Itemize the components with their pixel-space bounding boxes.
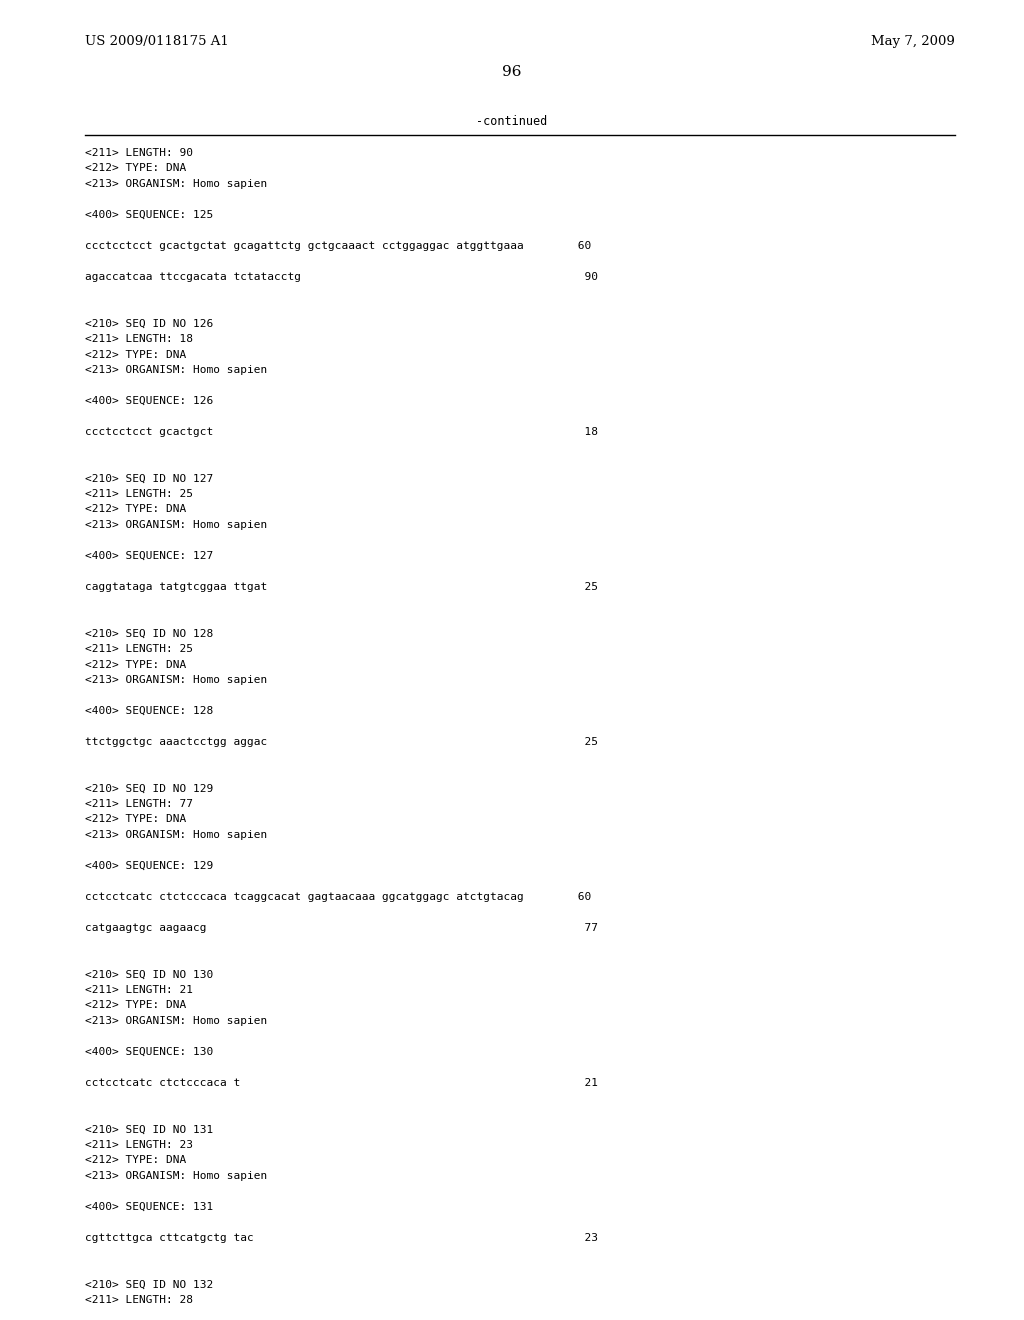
Text: catgaagtgc aagaacg                                                        77: catgaagtgc aagaacg 77 [85, 923, 598, 933]
Text: <211> LENGTH: 25: <211> LENGTH: 25 [85, 644, 193, 653]
Text: <400> SEQUENCE: 130: <400> SEQUENCE: 130 [85, 1047, 213, 1057]
Text: <210> SEQ ID NO 127: <210> SEQ ID NO 127 [85, 474, 213, 483]
Text: <211> LENGTH: 77: <211> LENGTH: 77 [85, 799, 193, 809]
Text: -continued: -continued [476, 115, 548, 128]
Text: <211> LENGTH: 28: <211> LENGTH: 28 [85, 1295, 193, 1305]
Text: <210> SEQ ID NO 126: <210> SEQ ID NO 126 [85, 318, 213, 329]
Text: <213> ORGANISM: Homo sapien: <213> ORGANISM: Homo sapien [85, 180, 267, 189]
Text: <213> ORGANISM: Homo sapien: <213> ORGANISM: Homo sapien [85, 1171, 267, 1181]
Text: <213> ORGANISM: Homo sapien: <213> ORGANISM: Homo sapien [85, 520, 267, 531]
Text: <213> ORGANISM: Homo sapien: <213> ORGANISM: Homo sapien [85, 675, 267, 685]
Text: cctcctcatc ctctcccaca t                                                   21: cctcctcatc ctctcccaca t 21 [85, 1078, 598, 1088]
Text: <212> TYPE: DNA: <212> TYPE: DNA [85, 660, 186, 669]
Text: cctcctcatc ctctcccaca tcaggcacat gagtaacaaa ggcatggagc atctgtacag        60: cctcctcatc ctctcccaca tcaggcacat gagtaac… [85, 892, 591, 902]
Text: ccctcctcct gcactgct                                                       18: ccctcctcct gcactgct 18 [85, 426, 598, 437]
Text: <400> SEQUENCE: 128: <400> SEQUENCE: 128 [85, 706, 213, 715]
Text: <210> SEQ ID NO 128: <210> SEQ ID NO 128 [85, 628, 213, 639]
Text: <210> SEQ ID NO 132: <210> SEQ ID NO 132 [85, 1279, 213, 1290]
Text: <212> TYPE: DNA: <212> TYPE: DNA [85, 814, 186, 825]
Text: <400> SEQUENCE: 125: <400> SEQUENCE: 125 [85, 210, 213, 220]
Text: <400> SEQUENCE: 131: <400> SEQUENCE: 131 [85, 1203, 213, 1212]
Text: <212> TYPE: DNA: <212> TYPE: DNA [85, 164, 186, 173]
Text: <210> SEQ ID NO 130: <210> SEQ ID NO 130 [85, 969, 213, 979]
Text: agaccatcaa ttccgacata tctatacctg                                          90: agaccatcaa ttccgacata tctatacctg 90 [85, 272, 598, 282]
Text: <400> SEQUENCE: 127: <400> SEQUENCE: 127 [85, 550, 213, 561]
Text: May 7, 2009: May 7, 2009 [871, 36, 955, 48]
Text: <400> SEQUENCE: 126: <400> SEQUENCE: 126 [85, 396, 213, 407]
Text: cgttcttgca cttcatgctg tac                                                 23: cgttcttgca cttcatgctg tac 23 [85, 1233, 598, 1243]
Text: <213> ORGANISM: Homo sapien: <213> ORGANISM: Homo sapien [85, 1016, 267, 1026]
Text: ttctggctgc aaactcctgg aggac                                               25: ttctggctgc aaactcctgg aggac 25 [85, 737, 598, 747]
Text: US 2009/0118175 A1: US 2009/0118175 A1 [85, 36, 228, 48]
Text: <400> SEQUENCE: 129: <400> SEQUENCE: 129 [85, 861, 213, 871]
Text: <212> TYPE: DNA: <212> TYPE: DNA [85, 504, 186, 515]
Text: <210> SEQ ID NO 131: <210> SEQ ID NO 131 [85, 1125, 213, 1134]
Text: <211> LENGTH: 90: <211> LENGTH: 90 [85, 148, 193, 158]
Text: <212> TYPE: DNA: <212> TYPE: DNA [85, 1155, 186, 1166]
Text: <210> SEQ ID NO 129: <210> SEQ ID NO 129 [85, 784, 213, 793]
Text: <213> ORGANISM: Homo sapien: <213> ORGANISM: Homo sapien [85, 830, 267, 840]
Text: <213> ORGANISM: Homo sapien: <213> ORGANISM: Homo sapien [85, 366, 267, 375]
Text: <211> LENGTH: 23: <211> LENGTH: 23 [85, 1140, 193, 1150]
Text: ccctcctcct gcactgctat gcagattctg gctgcaaact cctggaggac atggttgaaa        60: ccctcctcct gcactgctat gcagattctg gctgcaa… [85, 242, 591, 251]
Text: <211> LENGTH: 25: <211> LENGTH: 25 [85, 488, 193, 499]
Text: <212> TYPE: DNA: <212> TYPE: DNA [85, 350, 186, 359]
Text: <211> LENGTH: 18: <211> LENGTH: 18 [85, 334, 193, 345]
Text: <212> TYPE: DNA: <212> TYPE: DNA [85, 1001, 186, 1011]
Text: caggtataga tatgtcggaa ttgat                                               25: caggtataga tatgtcggaa ttgat 25 [85, 582, 598, 591]
Text: <211> LENGTH: 21: <211> LENGTH: 21 [85, 985, 193, 995]
Text: 96: 96 [502, 65, 522, 79]
